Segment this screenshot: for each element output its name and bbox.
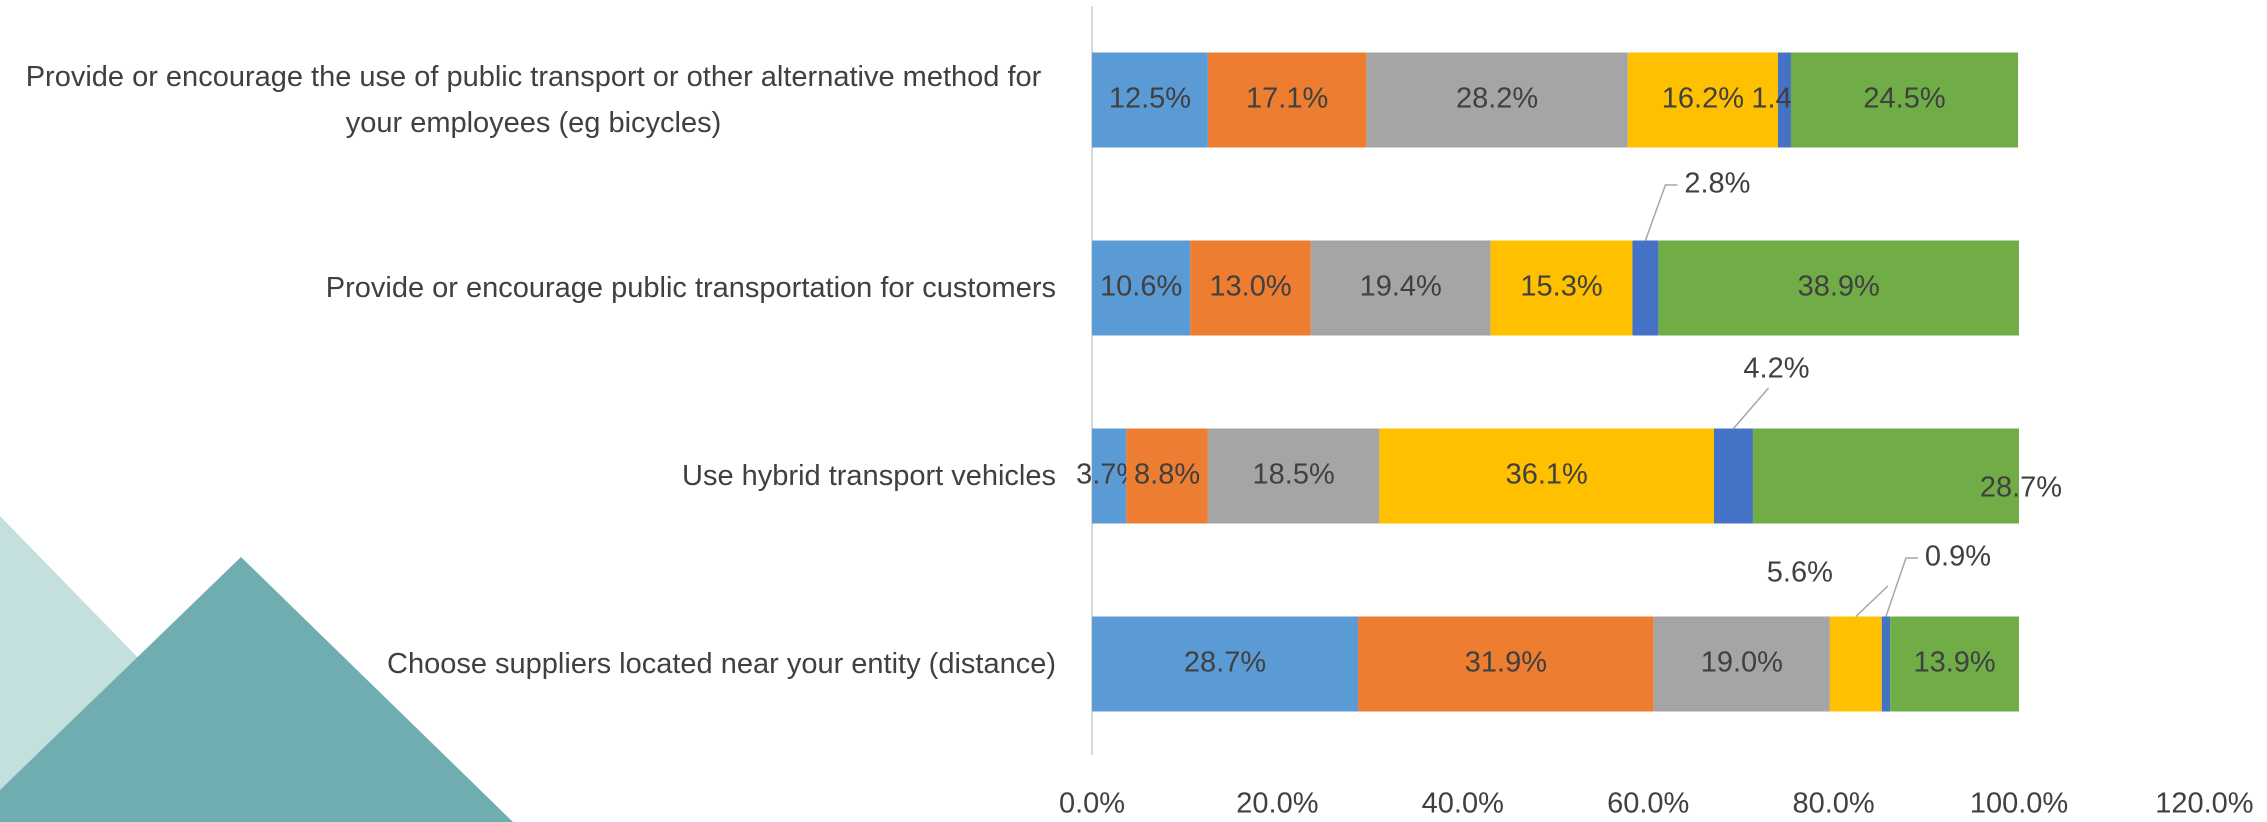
- bar-segment: [1207, 52, 1367, 148]
- data-label: 0.9%: [1925, 541, 1991, 573]
- x-tick-label: 40.0%: [1422, 788, 1504, 820]
- bar-segment: [1658, 240, 2019, 336]
- bar-segment: [1627, 52, 1778, 148]
- bar-segment: [1790, 52, 2019, 148]
- y-tick-label: Provide or encourage the use of public t…: [25, 61, 1042, 139]
- bar-segment: [1190, 240, 1311, 336]
- x-tick-label: 120.0%: [2155, 788, 2253, 820]
- bar-segment: [1092, 240, 1191, 336]
- y-tick-label: Choose suppliers located near your entit…: [387, 648, 1056, 680]
- bar-segment: [1777, 52, 1791, 148]
- data-label: 5.6%: [1767, 557, 1833, 589]
- y-tick-label-wrap: Use hybrid transport vehicles: [0, 453, 1056, 499]
- data-label: 13.0%: [1209, 271, 1291, 303]
- x-tick-label: 80.0%: [1792, 788, 1874, 820]
- data-label: 19.4%: [1360, 271, 1442, 303]
- data-label: 24.5%: [1863, 83, 1945, 115]
- y-tick-label: Provide or encourage public transportati…: [325, 272, 1056, 304]
- bar-segment: [1366, 52, 1628, 148]
- x-tick-label: 0.0%: [1059, 788, 1125, 820]
- bar-segment: [1126, 428, 1208, 524]
- data-label: 12.5%: [1109, 83, 1191, 115]
- bar-segment: [1632, 240, 1659, 336]
- y-tick-label-wrap: Choose suppliers located near your entit…: [0, 641, 1056, 687]
- x-tick-label: 20.0%: [1236, 788, 1318, 820]
- data-label: 2.8%: [1684, 168, 1750, 200]
- bar-segment: [1752, 428, 2019, 524]
- data-label: 19.0%: [1701, 647, 1783, 679]
- leader-line: [1732, 387, 1770, 429]
- bar-segment: [1207, 428, 1380, 524]
- bar-segment: [1714, 428, 1753, 524]
- bar-segment: [1890, 616, 2019, 712]
- data-label: 28.2%: [1456, 83, 1538, 115]
- y-tick-label: Use hybrid transport vehicles: [682, 460, 1056, 492]
- data-label: 4.2%: [1743, 353, 1809, 385]
- data-label: 8.8%: [1134, 459, 1200, 491]
- data-label: 17.1%: [1246, 83, 1328, 115]
- data-label: 13.9%: [1913, 647, 1995, 679]
- bar-segment: [1881, 616, 1891, 712]
- x-tick-label: 60.0%: [1607, 788, 1689, 820]
- leader-line: [1644, 184, 1678, 241]
- decoration: [0, 516, 150, 822]
- data-label: 15.3%: [1520, 271, 1602, 303]
- data-label: 18.5%: [1253, 459, 1335, 491]
- data-label: 31.9%: [1465, 647, 1547, 679]
- y-tick-label-wrap: Provide or encourage the use of public t…: [0, 54, 1056, 146]
- bar-segment: [1092, 616, 1359, 712]
- bar-segment: [1490, 240, 1633, 336]
- bar-segment: [1358, 616, 1654, 712]
- data-label: 38.9%: [1798, 271, 1880, 303]
- data-label: 28.7%: [1184, 647, 1266, 679]
- bar-segment: [1653, 616, 1830, 712]
- decoration: [0, 557, 513, 822]
- data-label: 36.1%: [1506, 459, 1588, 491]
- y-tick-label-wrap: Provide or encourage public transportati…: [0, 265, 1056, 311]
- bar-segment: [1092, 52, 1208, 148]
- bar-segment: [1310, 240, 1491, 336]
- data-label: 28.7%: [1980, 472, 2062, 504]
- data-label: 16.2%: [1662, 83, 1744, 115]
- bar-segment: [1829, 616, 1882, 712]
- leader-line: [1855, 585, 1889, 618]
- data-label: 10.6%: [1100, 271, 1182, 303]
- x-tick-label: 100.0%: [1970, 788, 2068, 820]
- leader-line: [1885, 557, 1918, 617]
- bar-segment: [1092, 428, 1127, 524]
- bar-segment: [1379, 428, 1715, 524]
